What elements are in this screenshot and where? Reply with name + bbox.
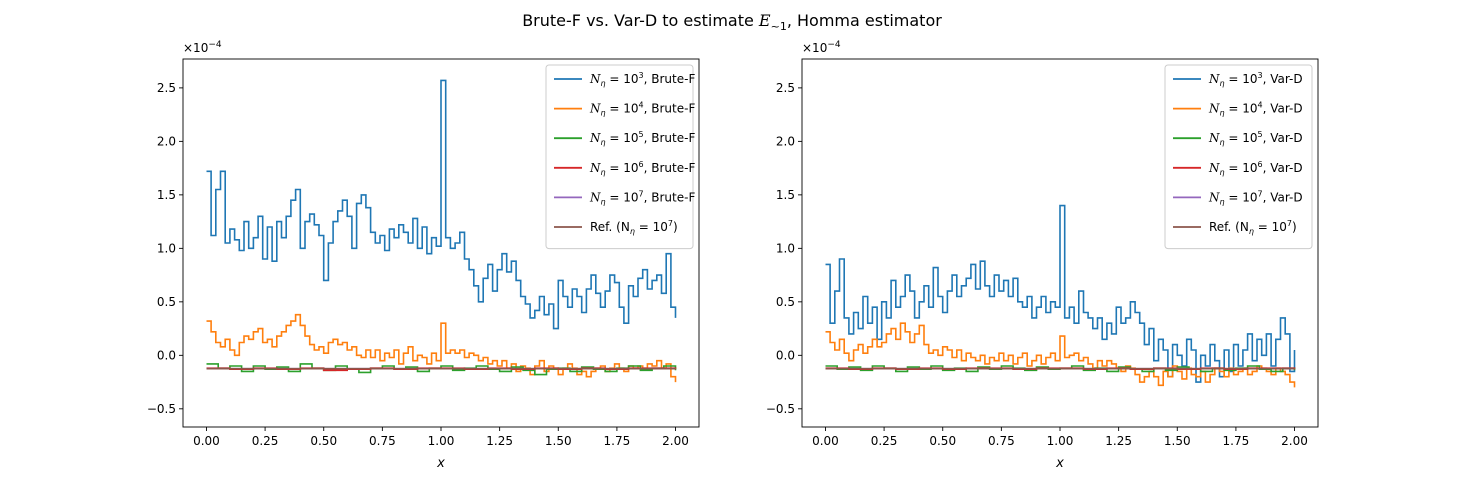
legend-label: Nη = 107, Brute-F	[589, 189, 695, 206]
y-tick-label: 0.0	[157, 348, 176, 362]
x-tick-label: 1.00	[1047, 434, 1074, 448]
y-tick-label: 0.0	[776, 348, 795, 362]
legend-label: Nη = 104, Var-D	[1208, 101, 1303, 118]
x-tick-label: 2.00	[662, 434, 689, 448]
x-tick-label: 0.75	[988, 434, 1015, 448]
y-tick-label: 2.5	[776, 81, 795, 95]
x-tick-label: 1.75	[604, 434, 631, 448]
legend-label: Nη = 105, Var-D	[1208, 130, 1303, 147]
x-tick-label: 1.25	[486, 434, 513, 448]
y-tick-label: 1.0	[776, 241, 795, 255]
legend-label: Nη = 104, Brute-F	[589, 101, 695, 118]
legend-label: Nη = 107, Var-D	[1208, 189, 1303, 206]
x-tick-label: 1.00	[428, 434, 455, 448]
y-tick-label: 2.5	[157, 81, 176, 95]
legend-label: Nη = 105, Brute-F	[589, 130, 695, 147]
y-tick-label: 0.5	[157, 295, 176, 309]
y-tick-label: 1.5	[157, 188, 176, 202]
legend-label: Nη = 103, Var-D	[1208, 71, 1303, 88]
right-chart-var-d: 0.00 0.25 0.50 0.75 1.00 1.25 1.50 1.75 2.00 −0.5…	[766, 40, 1319, 471]
x-tick-label: 1.50	[1164, 434, 1191, 448]
x-tick-label: 0.00	[812, 434, 839, 448]
x-tick-label: 0.25	[252, 434, 279, 448]
left-chart-brute-f: 0.00 0.25 0.50 0.75 1.00 1.25 1.50 1.75 2.00 −0.5…	[147, 40, 700, 471]
series-line-1e3	[825, 204, 1296, 383]
legend-label: Nη = 106, Var-D	[1208, 160, 1303, 177]
x-tick-label: 1.75	[1223, 434, 1250, 448]
y-tick-label: 2.0	[776, 134, 795, 148]
x-tick-label: 0.00	[193, 434, 220, 448]
y-tick-label: 1.0	[157, 241, 176, 255]
y-tick-label: 0.5	[776, 295, 795, 309]
legend-frame	[1164, 64, 1313, 250]
y-tick-label: −0.5	[147, 402, 176, 416]
x-tick-label: 0.50	[310, 434, 337, 448]
legend-label: Nη = 106, Brute-F	[589, 160, 695, 177]
x-axis-label: x	[1055, 456, 1064, 471]
y-offset-label: ×10−4	[802, 40, 841, 55]
legend-label: Ref. (Nη = 107)	[590, 219, 678, 236]
x-tick-label: 0.50	[929, 434, 956, 448]
x-tick-label: 0.25	[871, 434, 898, 448]
x-tick-label: 2.00	[1281, 434, 1308, 448]
y-tick-label: 1.5	[776, 188, 795, 202]
figure-title: Brute-F vs. Var-D to estimate E~1, Homma…	[522, 11, 942, 33]
x-axis-label: x	[436, 456, 445, 471]
x-tick-label: 1.50	[545, 434, 572, 448]
legend-label: Nη = 103, Brute-F	[589, 71, 695, 88]
x-tick-label: 1.25	[1105, 434, 1132, 448]
plot-area	[206, 79, 677, 383]
y-offset-label: ×10−4	[183, 40, 222, 55]
legend: Nη = 103, Brute-F Nη = 104, Brute-F Nη = 1…	[545, 64, 695, 250]
y-tick-label: 2.0	[157, 134, 176, 148]
plot-area	[825, 204, 1296, 388]
x-tick-label: 0.75	[369, 434, 396, 448]
series-line-1e3	[206, 79, 677, 330]
legend: Nη = 103, Var-D Nη = 104, Var-D Nη = 105, …	[1164, 64, 1313, 250]
legend-frame	[545, 64, 694, 250]
legend-label: Ref. (Nη = 107)	[1209, 219, 1297, 236]
y-tick-label: −0.5	[766, 402, 795, 416]
